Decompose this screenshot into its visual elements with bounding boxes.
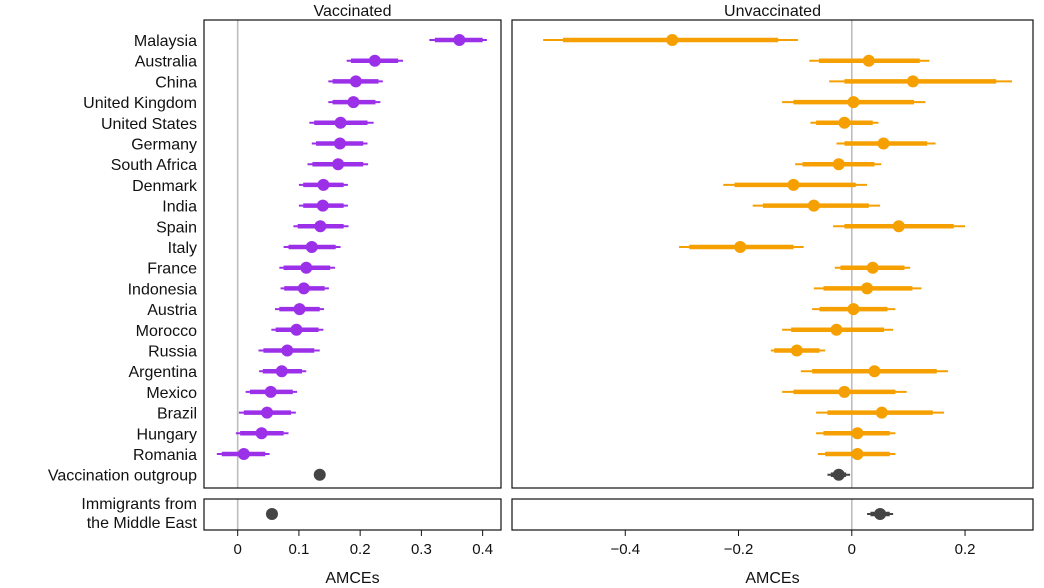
x-tick-label: 0.1 (288, 541, 309, 558)
estimate-point-france (866, 261, 879, 274)
estimate-point-france (300, 261, 313, 274)
estimate-point-denmark (317, 178, 330, 191)
category-label-indonesia: Indonesia (128, 281, 197, 298)
category-label-argentina: Argentina (129, 364, 198, 381)
estimate-point-italy (305, 241, 318, 253)
category-label-malaysia: Malaysia (134, 33, 197, 50)
estimate-point-germany (877, 137, 890, 150)
category-label-china: China (155, 74, 197, 91)
strip-frame (203, 498, 502, 531)
estimate-point-australia (368, 54, 381, 67)
estimate-point-austria (293, 303, 306, 316)
estimate-point-india (316, 199, 329, 212)
estimate-point-united-kingdom (347, 96, 360, 109)
category-label-morocco: Morocco (136, 323, 197, 340)
category-label-hungary: Hungary (137, 426, 197, 443)
estimate-point-malaysia (453, 34, 466, 46)
estimate-point-united-kingdom (847, 96, 860, 109)
estimate-point-united-states (334, 116, 347, 129)
estimate-point-argentina (275, 365, 288, 378)
estimate-point-mexico (264, 385, 277, 398)
x-tick-label: 0.2 (955, 541, 976, 558)
estimate-point-denmark (787, 178, 800, 191)
estimate-point-hungary (851, 427, 864, 440)
estimate-point-russia (790, 344, 803, 357)
estimate-point-germany (333, 137, 346, 150)
x-tick-label: 0.2 (350, 541, 371, 558)
panel-title: Unvaccinated (724, 3, 821, 20)
panel-frame (203, 19, 502, 489)
category-label-spain: Spain (156, 219, 197, 236)
x-axis-title: AMCEs (745, 570, 799, 587)
estimate-point-china (906, 75, 919, 88)
estimate-point-south-africa (332, 158, 345, 171)
estimate-point-china (349, 75, 362, 88)
category-label-denmark: Denmark (132, 178, 198, 195)
estimate-point-united-states (838, 116, 851, 129)
category-label-austria: Austria (147, 302, 197, 319)
estimate-point-morocco (290, 323, 303, 336)
estimate-point-india (807, 199, 820, 212)
x-axis-title: AMCEs (325, 570, 379, 587)
x-tick-label: 0 (848, 541, 856, 558)
estimate-point-indonesia (297, 282, 310, 295)
category-label-russia: Russia (148, 344, 197, 361)
panel-title: Vaccinated (314, 3, 392, 20)
panel-frame (511, 19, 1034, 489)
estimate-point-vaccination-outgroup (313, 468, 326, 481)
panel-unvaccinated: Unvaccinated −0.4 −0.2 0 0.2 AMCEs (511, 3, 1034, 587)
x-tick-label: 0.4 (472, 541, 493, 558)
estimate-point-brazil (875, 406, 888, 419)
strip-frame (511, 498, 1034, 531)
estimate-point-indonesia (861, 282, 874, 295)
estimate-point-argentina (868, 365, 881, 378)
category-label-united-kingdom: United Kingdom (83, 95, 197, 112)
estimate-point-morocco (830, 323, 843, 336)
category-label-germany: Germany (131, 137, 197, 154)
x-tick-label: 0 (234, 541, 242, 558)
estimate-point-hungary (255, 427, 268, 440)
panel-vaccinated: Vaccinated 0 0.1 0.2 0.3 0.4 AMCEs (203, 3, 502, 587)
category-label-immigrants-line-2: the Middle East (87, 515, 198, 532)
estimate-point-brazil (261, 406, 274, 419)
estimate-point-italy (734, 241, 747, 253)
category-label-united-states: United States (101, 116, 197, 133)
estimate-point-romania (851, 448, 864, 460)
x-tick-label: −0.2 (724, 541, 754, 558)
estimate-point-romania (237, 448, 250, 460)
category-label-france: France (147, 261, 197, 278)
category-label-australia: Australia (135, 54, 197, 71)
x-tick-label: 0.3 (411, 541, 432, 558)
estimate-point-austria (847, 303, 860, 316)
category-label-brazil: Brazil (157, 406, 197, 423)
estimate-point-spain (892, 220, 905, 233)
category-label-romania: Romania (133, 447, 197, 464)
estimate-point-immigrants-middle-east (874, 508, 887, 520)
category-label-vaccination-outgroup: Vaccination outgroup (48, 468, 197, 485)
estimate-point-spain (314, 220, 327, 233)
category-label-mexico: Mexico (146, 385, 197, 402)
category-label-italy: Italy (168, 240, 197, 257)
estimate-point-vaccination-outgroup (832, 468, 845, 481)
estimate-point-malaysia (666, 34, 679, 46)
estimate-point-mexico (838, 385, 851, 398)
estimate-point-australia (862, 54, 875, 67)
x-tick-label: −0.4 (610, 541, 640, 558)
estimate-point-south-africa (832, 158, 845, 171)
category-label-india: India (162, 199, 197, 216)
category-label-south-africa: South Africa (111, 157, 197, 174)
category-label-immigrants-line-1: Immigrants from (81, 496, 197, 513)
estimate-point-russia (281, 344, 294, 357)
category-labels: Malaysia Australia China United Kingdom Unit… (48, 33, 198, 532)
estimate-point-immigrants-middle-east (265, 508, 278, 520)
